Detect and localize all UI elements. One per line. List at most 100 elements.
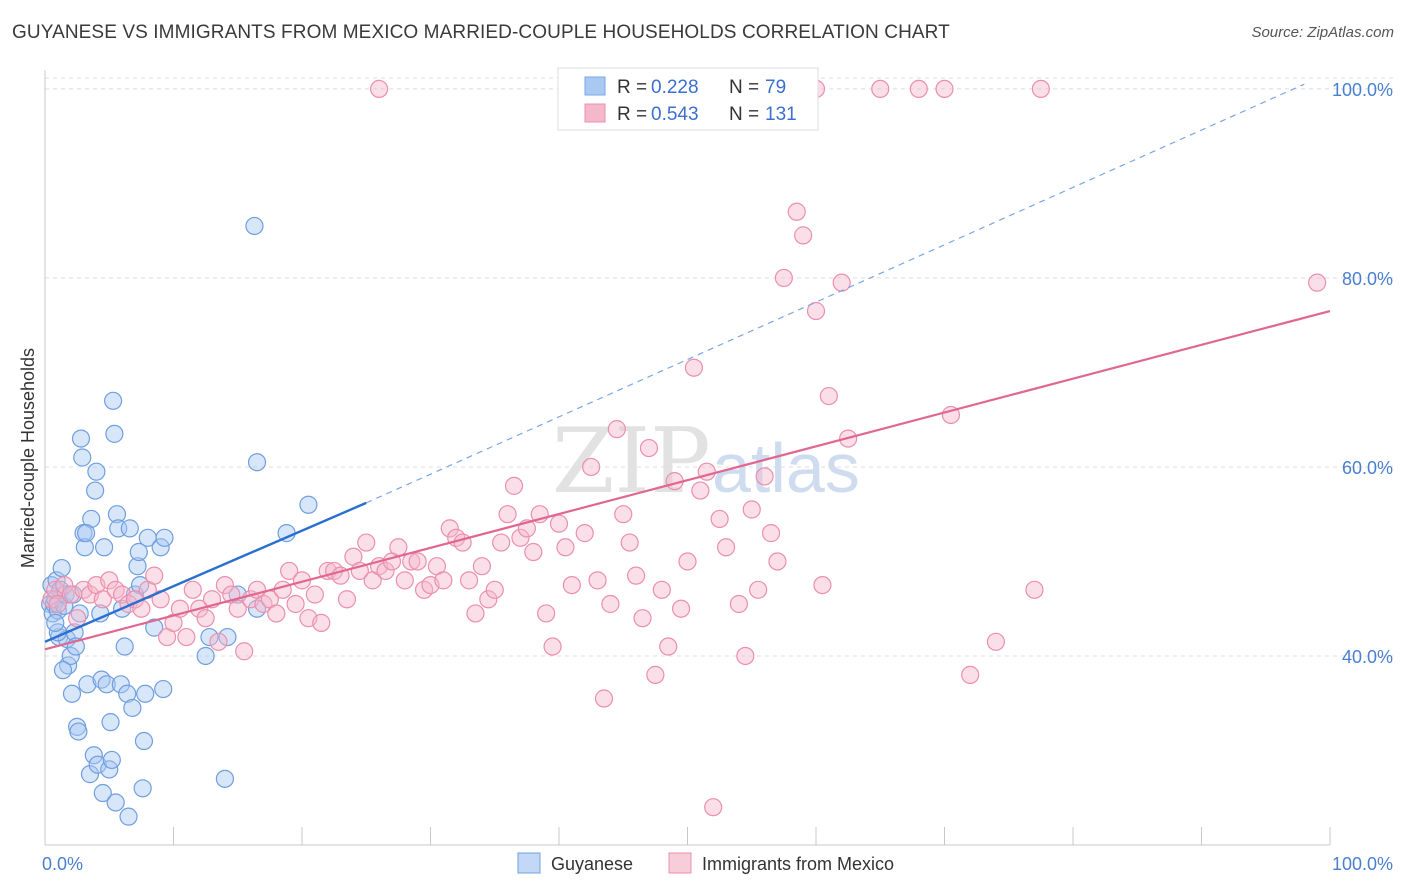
guyanese-point xyxy=(123,698,142,718)
mexico-point xyxy=(659,637,678,656)
guyanese-point xyxy=(196,646,215,666)
trend-lines xyxy=(44,83,1331,651)
guyanese-point xyxy=(128,557,147,576)
mexico-point xyxy=(440,519,459,538)
guyanese-point xyxy=(115,637,134,656)
guyanese-point xyxy=(69,722,88,741)
mexico-point xyxy=(93,590,112,609)
grid-lines xyxy=(45,77,1395,657)
guyanese-point xyxy=(129,542,148,562)
mexico-point xyxy=(729,594,749,614)
guyanese-point xyxy=(46,613,65,632)
mexico-point xyxy=(736,646,755,666)
guyanese-point xyxy=(87,462,106,481)
guyanese-point xyxy=(97,675,116,694)
mexico-point xyxy=(48,594,67,614)
mexico-point xyxy=(504,476,524,495)
guyanese-point xyxy=(111,675,130,694)
source-credit: Source: ZipAtlas.com xyxy=(1251,24,1394,41)
guyanese-point xyxy=(77,524,96,543)
mexico-point xyxy=(626,566,646,585)
mexico-point xyxy=(813,575,832,595)
legend-swatch xyxy=(584,76,606,96)
legend-swatch-bottom xyxy=(517,852,541,874)
guyanese-point xyxy=(56,585,75,604)
legend-r-value: 0.543 xyxy=(651,104,699,125)
mexico-point xyxy=(485,580,504,599)
guyanese-point xyxy=(105,424,124,443)
guyanese-point xyxy=(102,750,121,770)
mexico-point xyxy=(678,552,697,571)
mexico-point xyxy=(209,632,228,651)
guyanese-point xyxy=(118,684,137,703)
y-axis-label: Married-couple Households xyxy=(18,348,38,568)
mexico-point xyxy=(620,533,639,552)
guyanese-point xyxy=(73,448,92,467)
mexico-point xyxy=(871,79,890,99)
legend-swatch-bottom xyxy=(668,852,692,874)
guyanese-point xyxy=(215,769,234,788)
mexico-point xyxy=(453,533,472,552)
mexico-point xyxy=(774,268,793,288)
legend-r-value: 0.228 xyxy=(651,77,699,98)
mexico-point xyxy=(787,202,806,221)
guyanese-point xyxy=(84,746,103,765)
mexico-point xyxy=(280,561,299,581)
mexico-point xyxy=(614,505,633,524)
mexico-point xyxy=(671,599,691,618)
mexico-point xyxy=(633,609,652,628)
guyanese-point xyxy=(62,684,82,703)
series-legend: Guyanese Immigrants from Mexico xyxy=(517,852,894,874)
data-points xyxy=(41,79,1327,826)
mexico-point xyxy=(267,604,286,623)
mexico-point xyxy=(357,533,376,552)
guyanese-point xyxy=(107,505,127,524)
y-tick-label: 80.0% xyxy=(1342,269,1393,289)
chart-title: GUYANESE VS IMMIGRANTS FROM MEXICO MARRI… xyxy=(12,22,950,43)
mexico-point xyxy=(498,505,517,524)
mexico-point xyxy=(794,226,813,245)
y-tick-label: 60.0% xyxy=(1342,458,1393,478)
guyanese-point xyxy=(245,216,264,236)
legend-n-value: 79 xyxy=(765,77,786,98)
mexico-point xyxy=(228,599,247,618)
mexico-point xyxy=(652,580,671,599)
mexico-point xyxy=(235,642,254,661)
mexico-point xyxy=(549,514,569,533)
mexico-point xyxy=(961,665,980,684)
mexico-point xyxy=(459,571,479,590)
guyanese-point xyxy=(75,538,94,557)
correlation-legend: R = 0.228 N = 79 R = 0.543 N = 131 xyxy=(557,67,819,131)
mexico-point xyxy=(543,637,562,656)
mexico-point xyxy=(145,566,164,585)
guyanese-point xyxy=(93,783,112,803)
guyanese-point xyxy=(52,558,71,578)
guyanese-point xyxy=(200,627,219,647)
mexico-point xyxy=(183,580,202,599)
mexico-point xyxy=(582,457,601,477)
mexico-point xyxy=(704,798,723,817)
mexico-point xyxy=(742,500,761,519)
legend-n-label: N = xyxy=(729,77,759,98)
mexico-point xyxy=(691,481,710,500)
legend-swatch xyxy=(584,103,606,123)
mexico-point xyxy=(273,580,292,599)
mexico-point xyxy=(639,438,659,458)
guyanese-point xyxy=(82,509,101,529)
guyanese-point xyxy=(78,675,97,694)
guyanese-point xyxy=(101,713,120,732)
legend-r-label: R = xyxy=(617,104,647,125)
mexico-point xyxy=(1308,273,1327,292)
guyanese-point xyxy=(61,646,80,666)
mexico-point xyxy=(986,632,1006,651)
axes xyxy=(44,70,1331,846)
mexico-point xyxy=(684,358,704,377)
guyanese-point xyxy=(247,453,267,472)
mexico-point xyxy=(755,467,774,486)
mexico-point xyxy=(286,594,305,614)
mexico-point xyxy=(1031,79,1050,99)
mexico-point xyxy=(466,604,485,623)
mexico-point xyxy=(305,585,324,604)
mexico-point xyxy=(389,538,408,557)
mexico-point xyxy=(55,575,74,595)
